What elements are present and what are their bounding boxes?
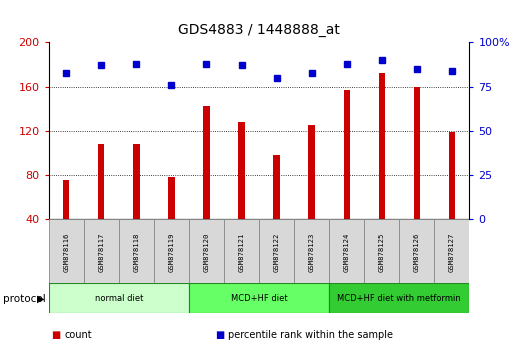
Bar: [239, 122, 245, 219]
Text: GSM878122: GSM878122: [273, 233, 280, 272]
Bar: [294, 219, 329, 285]
Bar: [119, 219, 154, 285]
Bar: [84, 219, 119, 285]
Bar: [63, 180, 69, 219]
Text: GSM878117: GSM878117: [98, 233, 104, 272]
Bar: [224, 219, 259, 285]
Text: count: count: [64, 330, 92, 339]
Bar: [449, 132, 455, 219]
Text: GSM878121: GSM878121: [239, 233, 245, 272]
Bar: [344, 90, 350, 219]
Text: normal diet: normal diet: [95, 294, 143, 303]
Text: GSM878119: GSM878119: [168, 233, 174, 272]
Bar: [259, 219, 294, 285]
Bar: [49, 283, 189, 313]
Bar: [203, 105, 210, 219]
Text: MCD+HF diet: MCD+HF diet: [231, 294, 287, 303]
Bar: [154, 219, 189, 285]
Bar: [189, 219, 224, 285]
Text: ▶: ▶: [37, 294, 45, 304]
Bar: [49, 219, 84, 285]
Bar: [273, 155, 280, 219]
Bar: [189, 283, 329, 313]
Text: GSM878125: GSM878125: [379, 233, 385, 272]
Text: ■: ■: [51, 330, 61, 339]
Bar: [133, 144, 140, 219]
Text: GSM878118: GSM878118: [133, 233, 140, 272]
Bar: [364, 219, 399, 285]
Title: GDS4883 / 1448888_at: GDS4883 / 1448888_at: [178, 23, 340, 37]
Text: percentile rank within the sample: percentile rank within the sample: [228, 330, 393, 339]
Text: GSM878126: GSM878126: [414, 233, 420, 272]
Text: GSM878116: GSM878116: [63, 233, 69, 272]
Bar: [308, 125, 315, 219]
Text: GSM878123: GSM878123: [309, 233, 314, 272]
Text: GSM878124: GSM878124: [344, 233, 350, 272]
Text: GSM878120: GSM878120: [204, 233, 209, 272]
Text: ■: ■: [215, 330, 225, 339]
Bar: [413, 87, 420, 219]
Bar: [379, 73, 385, 219]
Bar: [98, 144, 105, 219]
Bar: [435, 219, 469, 285]
Bar: [329, 219, 364, 285]
Bar: [399, 219, 435, 285]
Text: GSM878127: GSM878127: [449, 233, 455, 272]
Text: protocol: protocol: [3, 294, 45, 304]
Text: MCD+HF diet with metformin: MCD+HF diet with metformin: [338, 294, 461, 303]
Bar: [329, 283, 469, 313]
Bar: [168, 177, 174, 219]
